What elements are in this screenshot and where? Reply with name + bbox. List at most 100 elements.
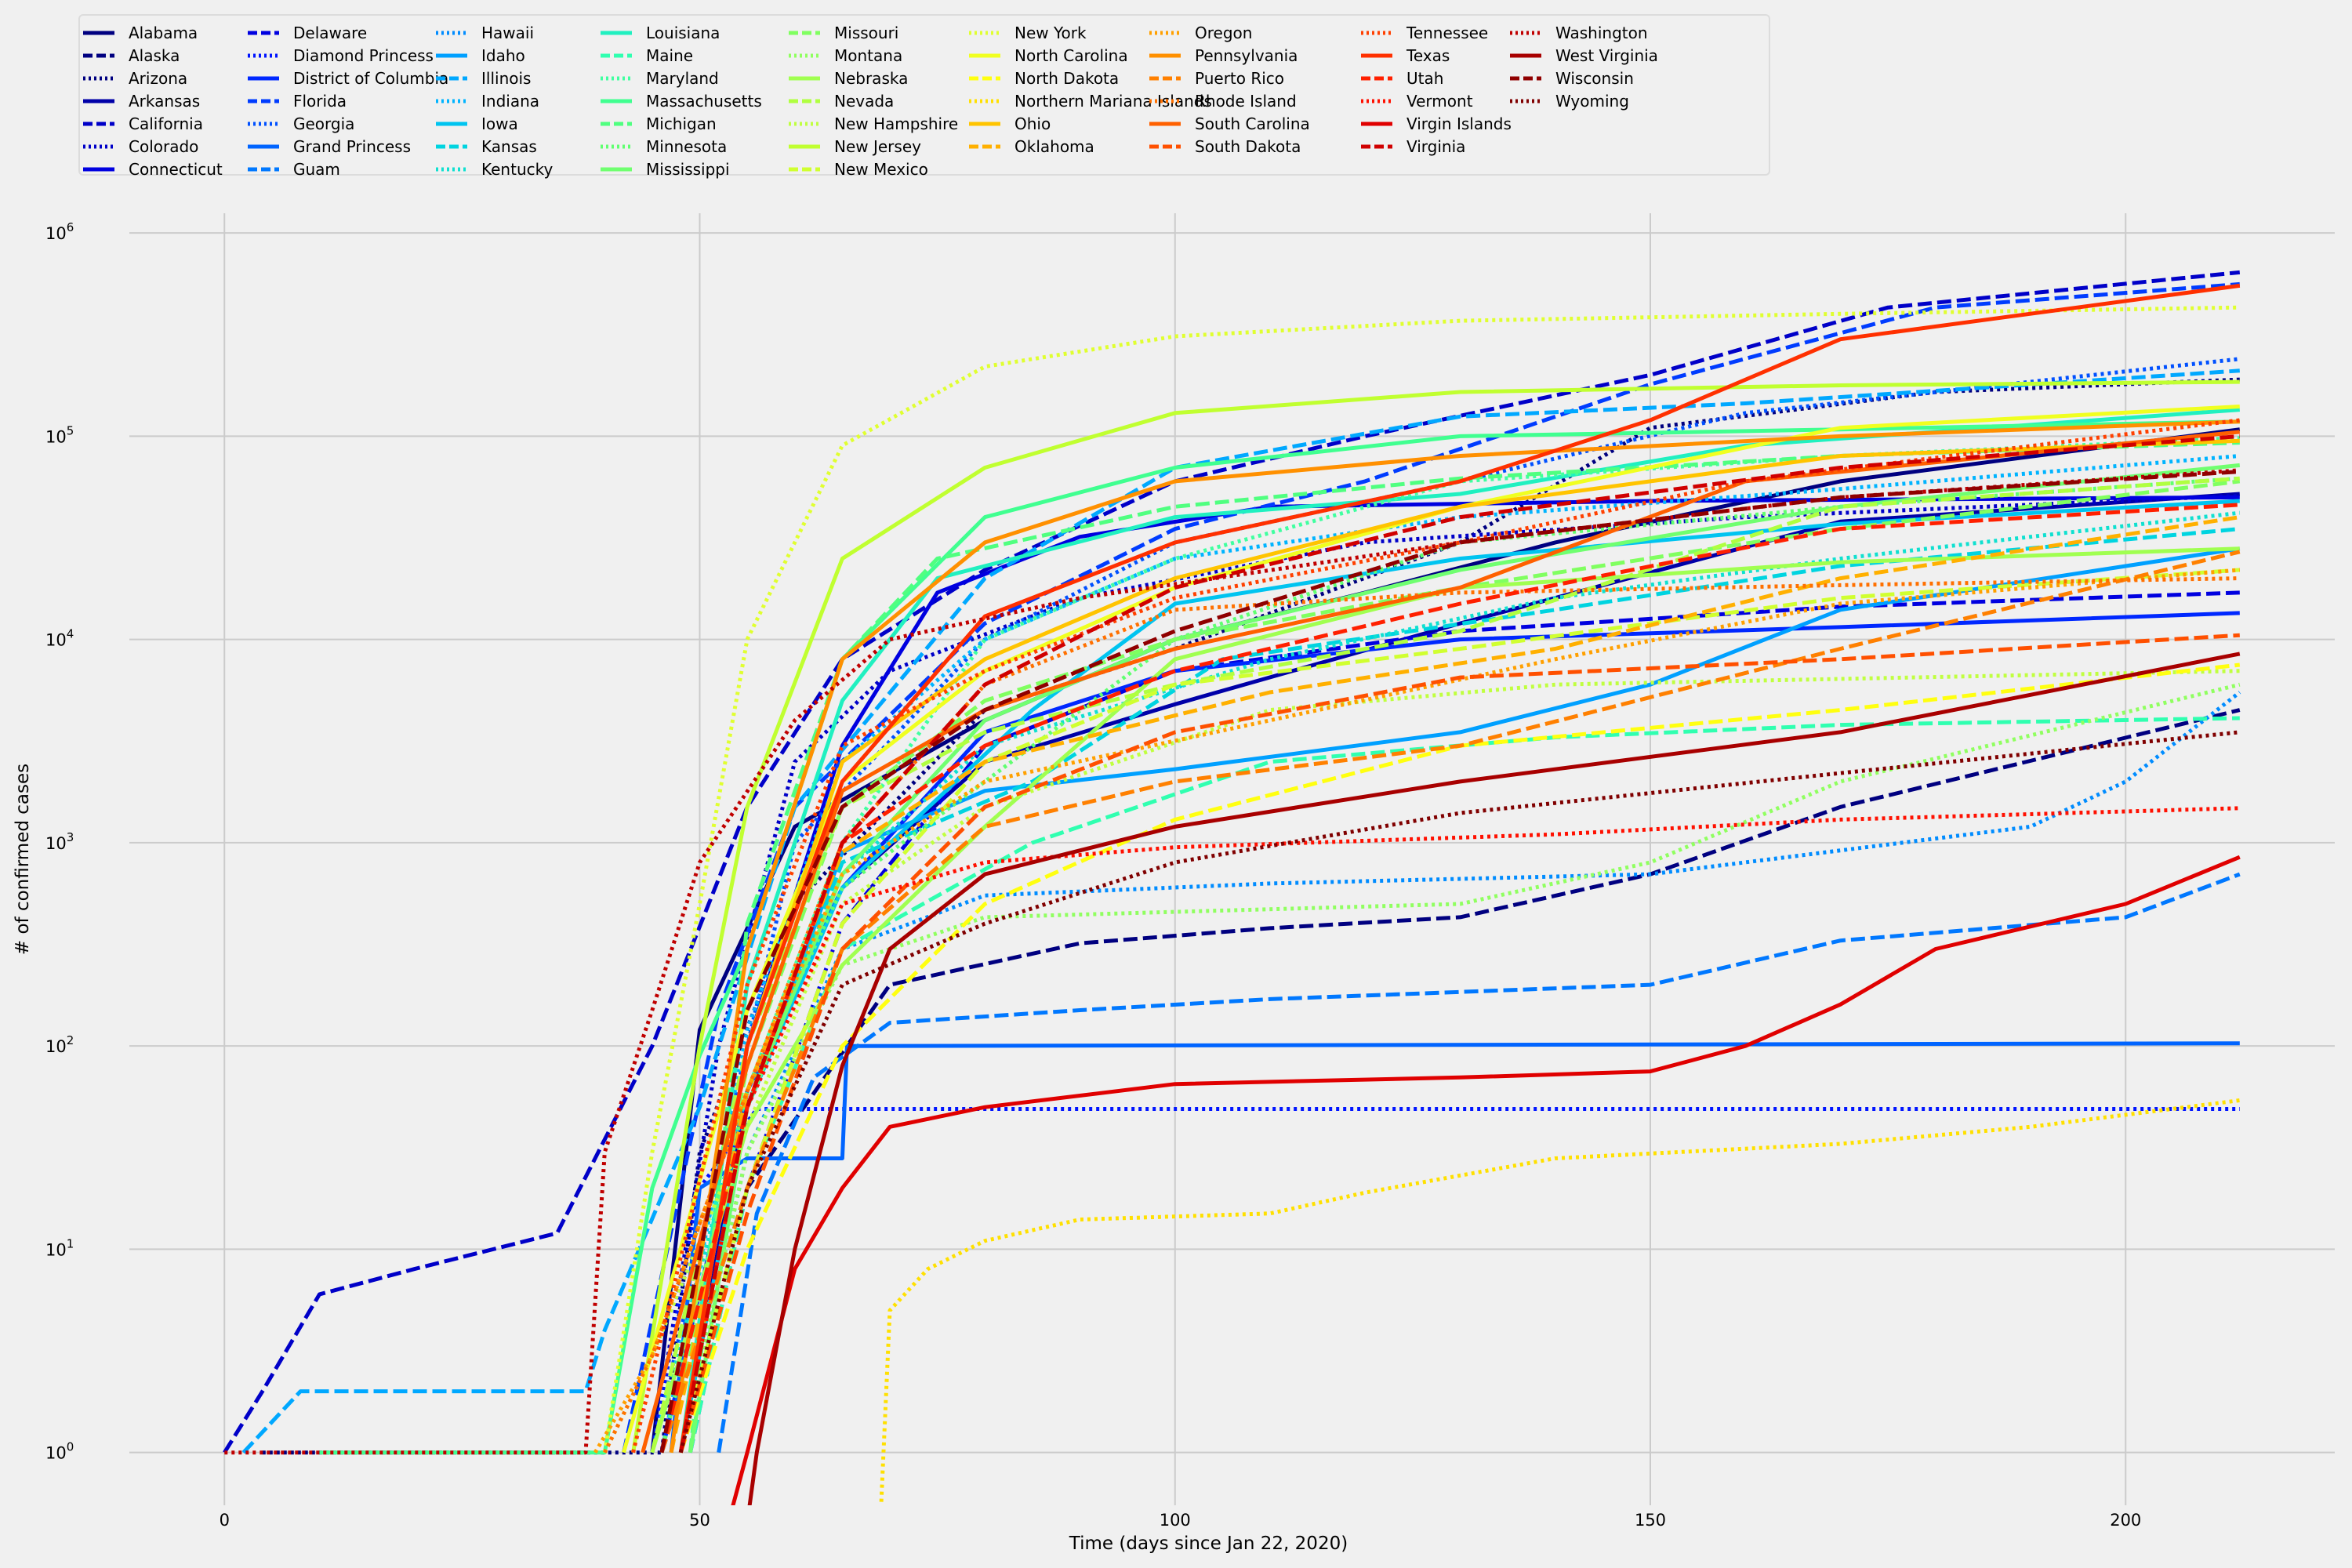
x-tick-label: 150 — [1635, 1511, 1666, 1530]
legend-label: New York — [1014, 24, 1087, 42]
legend-item-north-dakota: North Dakota — [969, 67, 1119, 89]
legend-swatch — [601, 167, 632, 172]
legend-swatch — [789, 76, 820, 81]
legend-label: West Virginia — [1555, 46, 1658, 65]
legend-label: District of Columbia — [293, 69, 449, 88]
legend-item-utah: Utah — [1361, 67, 1443, 89]
legend-swatch — [1510, 53, 1541, 58]
y-tick-label: 100 — [45, 1440, 74, 1463]
legend: Alabama Alaska Arizona Arkansas California Co… — [78, 14, 1770, 179]
legend-item-south-carolina: South Carolina — [1149, 113, 1310, 135]
legend-item-arkansas: Arkansas — [83, 90, 200, 112]
legend-label: Oklahoma — [1014, 137, 1094, 156]
legend-swatch — [1149, 122, 1181, 126]
legend-swatch — [601, 31, 632, 35]
series-line-montana — [678, 682, 2241, 1454]
series-line-virginia — [678, 434, 2240, 1454]
legend-item-california: California — [83, 113, 203, 135]
legend-item-north-carolina: North Carolina — [969, 45, 1128, 67]
legend-label: Kansas — [481, 137, 537, 156]
legend-item-alabama: Alabama — [83, 22, 198, 44]
legend-label: South Dakota — [1195, 137, 1301, 156]
series-line-puerto-rico — [659, 550, 2241, 1454]
series-line-indiana — [659, 454, 2241, 1454]
legend-label: Wisconsin — [1555, 69, 1634, 88]
legend-label: Rhode Island — [1195, 92, 1297, 111]
series-line-nebraska — [650, 546, 2240, 1454]
legend-label: Virginia — [1406, 137, 1466, 156]
legend-item-west-virginia: West Virginia — [1510, 45, 1658, 67]
series-line-arizona — [262, 377, 2240, 1455]
legend-item-oregon: Oregon — [1149, 22, 1252, 44]
series-line-vermont — [678, 806, 2240, 1454]
legend-swatch — [601, 99, 632, 103]
legend-item-idaho: Idaho — [436, 45, 525, 67]
y-tick-label: 102 — [45, 1033, 74, 1056]
y-tick-label: 103 — [45, 830, 74, 853]
legend-swatch — [789, 99, 820, 103]
legend-label: Maryland — [646, 69, 719, 88]
legend-label: Michigan — [646, 114, 717, 133]
legend-item-virgin-islands: Virgin Islands — [1361, 113, 1512, 135]
series-line-louisiana — [678, 408, 2240, 1454]
x-tick-label: 50 — [689, 1511, 710, 1530]
legend-swatch — [83, 167, 114, 172]
legend-item-oklahoma: Oklahoma — [969, 136, 1094, 158]
legend-label: Guam — [293, 160, 340, 179]
legend-item-guam: Guam — [248, 158, 340, 180]
legend-label: Wyoming — [1555, 92, 1629, 111]
y-axis-label: # of confirmed cases — [13, 764, 33, 955]
legend-item-louisiana: Louisiana — [601, 22, 720, 44]
legend-swatch — [1361, 53, 1392, 58]
legend-label: Indiana — [481, 92, 540, 111]
legend-item-new-hampshire: New Hampshire — [789, 113, 958, 135]
legend-label: Oregon — [1195, 24, 1253, 42]
legend-label: Diamond Princess — [293, 46, 434, 65]
legend-item-district-of-columbia: District of Columbia — [248, 67, 448, 89]
legend-item-diamond-princess: Diamond Princess — [248, 45, 434, 67]
legend-swatch — [1510, 76, 1541, 81]
legend-label: Maine — [646, 46, 694, 65]
legend-item-hawaii: Hawaii — [436, 22, 534, 44]
legend-item-nebraska: Nebraska — [789, 67, 908, 89]
series-line-california — [223, 270, 2241, 1454]
legend-item-missouri: Missouri — [789, 22, 898, 44]
legend-swatch — [248, 144, 279, 149]
legend-swatch — [1149, 53, 1181, 58]
legend-item-grand-princess: Grand Princess — [248, 136, 411, 158]
legend-item-new-mexico: New Mexico — [789, 158, 928, 180]
legend-label: Grand Princess — [293, 137, 412, 156]
y-tick-label: 106 — [45, 220, 74, 243]
legend-swatch — [436, 53, 467, 58]
legend-label: Utah — [1406, 69, 1444, 88]
series-line-guam — [717, 872, 2241, 1454]
legend-swatch — [248, 167, 279, 172]
series-line-south-dakota — [678, 633, 2240, 1454]
legend-label: Vermont — [1406, 92, 1473, 111]
legend-label: Colorado — [129, 137, 199, 156]
legend-swatch — [1149, 76, 1181, 81]
series-line-wisconsin — [659, 470, 2240, 1454]
legend-swatch — [969, 53, 1000, 58]
legend-swatch — [789, 167, 820, 172]
legend-swatch — [1361, 122, 1392, 126]
legend-item-connecticut: Connecticut — [83, 158, 223, 180]
legend-item-massachusetts: Massachusetts — [601, 90, 762, 112]
series-line-west-virginia — [747, 652, 2241, 1505]
legend-label: South Carolina — [1195, 114, 1310, 133]
legend-item-michigan: Michigan — [601, 113, 717, 135]
legend-label: Montana — [834, 46, 903, 65]
legend-item-maine: Maine — [601, 45, 693, 67]
legend-label: Ohio — [1014, 114, 1051, 133]
y-tick-label: 104 — [45, 627, 74, 650]
legend-item-pennsylvania: Pennsylvania — [1149, 45, 1298, 67]
legend-item-washington: Washington — [1510, 22, 1648, 44]
legend-label: Kentucky — [481, 160, 554, 179]
legend-swatch — [436, 76, 467, 81]
series-line-colorado — [650, 493, 2240, 1454]
legend-item-virginia: Virginia — [1361, 136, 1465, 158]
legend-item-minnesota: Minnesota — [601, 136, 727, 158]
legend-label: Illinois — [481, 69, 532, 88]
legend-item-kansas: Kansas — [436, 136, 537, 158]
legend-item-illinois: Illinois — [436, 67, 531, 89]
